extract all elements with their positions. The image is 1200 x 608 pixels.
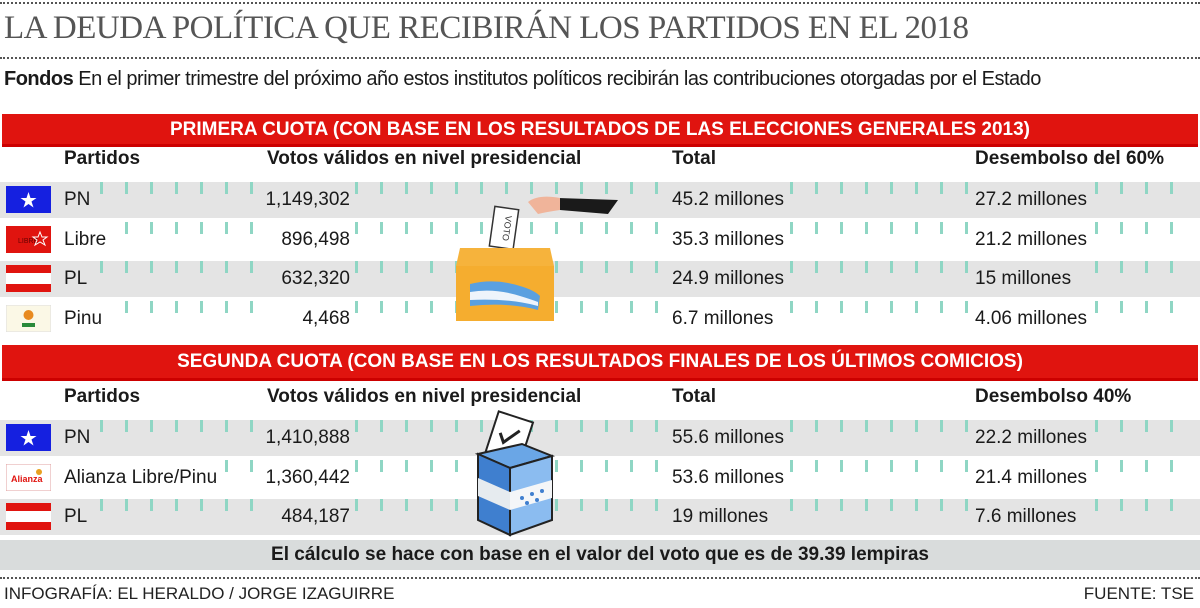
table-row: Pinu 4,468 6.7 millones 4.06 millones [0,300,1200,337]
page-title: LA DEUDA POLÍTICA QUE RECIBIRÁN LOS PART… [4,10,969,46]
dotted-leader [1095,499,1195,511]
disbursement-amount: 27.2 millones [975,182,1091,218]
alianza-logo-icon: Alianza [6,463,51,491]
dotted-leader [790,221,970,234]
dotted-leader [790,182,970,194]
column-header: Partidos [64,148,141,169]
party-name: Pinu [64,300,107,337]
party-name: Alianza Libre/Pinu [64,459,222,496]
libre-flag-icon: LIBRE [6,225,51,253]
dotted-leader [100,182,260,194]
dotted-leader [100,499,260,511]
disbursement-amount: 21.4 millones [975,459,1091,496]
column-header: Votos válidos en nivel presidencial [267,148,582,169]
valid-votes: 1,410,888 [261,420,350,456]
table-row: PN 1,410,888 55.6 millones 22.2 millones [0,420,1200,456]
dotted-leader [1095,420,1195,432]
valid-votes: 1,360,442 [261,459,350,496]
dotted-leader [100,221,260,234]
total-amount: 53.6 millones [672,459,788,496]
credit: INFOGRAFÍA: EL HERALDO / JORGE IZAGUIRRE [4,584,395,603]
dotted-leader [790,261,970,273]
valid-votes: 1,149,302 [261,182,350,218]
valid-votes: 484,187 [277,499,350,535]
table-row: PL 632,320 24.9 millones 15 millones [0,261,1200,297]
column-header: Desembolso 40% [975,386,1132,407]
total-amount: 55.6 millones [672,420,788,456]
column-header: Total [672,386,716,407]
ballot-box-illustration-2 [474,410,556,537]
subtitle: Fondos En el primer trimestre del próxim… [4,68,1041,91]
column-header: Votos válidos en nivel presidencial [267,386,582,407]
disbursement-amount: 22.2 millones [975,420,1091,456]
valid-votes: 632,320 [277,261,350,297]
pl-flag-icon [6,265,51,292]
svg-text:Alianza: Alianza [11,474,44,484]
dotted-leader [790,420,970,432]
party-name: PN [64,182,95,218]
table-row: Alianza Alianza Libre/Pinu 1,360,442 53.6 m… [0,459,1200,496]
calculation-note: El cálculo se hace con base en el valor … [0,540,1200,570]
column-header: Desembolso del 60% [975,148,1165,169]
divider [0,57,1200,59]
disbursement-amount: 21.2 millones [975,221,1091,258]
svg-text:LIBRE: LIBRE [18,238,39,245]
pn-flag-icon [6,186,51,213]
total-amount: 24.9 millones [672,261,788,297]
pn-flag-icon [6,424,51,451]
divider [0,2,1200,4]
party-name: PL [64,261,92,297]
valid-votes: 896,498 [277,221,350,258]
column-header: Total [672,148,716,169]
section-heading-primera: PRIMERA CUOTA (CON BASE EN LOS RESULTADO… [2,114,1198,147]
disbursement-amount: 7.6 millones [975,499,1081,535]
party-name: PL [64,499,92,535]
disbursement-amount: 4.06 millones [975,300,1091,337]
disbursement-amount: 15 millones [975,261,1076,297]
pl-flag-icon [6,503,51,530]
dotted-leader [1095,182,1195,194]
dotted-leader [790,300,970,313]
ballot-text: VOTO [500,215,513,241]
source: FUENTE: TSE [1083,584,1194,603]
dotted-leader [100,420,260,432]
dotted-leader [100,300,260,313]
dotted-leader [1095,261,1195,273]
pinu-logo-icon [6,304,51,332]
column-header: Partidos [64,386,141,407]
table-row: PL 484,187 19 millones 7.6 millones [0,499,1200,535]
dotted-leader [1095,221,1195,234]
valid-votes: 4,468 [298,300,350,337]
table-header: Partidos Votos válidos en nivel presidenc… [0,386,1200,414]
party-name: PN [64,420,95,456]
total-amount: 19 millones [672,499,773,535]
total-amount: 6.7 millones [672,300,778,337]
dotted-leader [790,499,970,511]
subtitle-text: En el primer trimestre del próximo año e… [78,68,1041,90]
table-header: Partidos Votos válidos en nivel presidenc… [0,148,1200,176]
party-name: Libre [64,221,111,258]
total-amount: 35.3 millones [672,221,788,258]
dotted-leader [100,261,260,273]
dotted-leader [1095,300,1195,313]
dotted-leader [1095,459,1195,472]
ballot-box-illustration: VOTO [456,196,618,321]
dotted-leader [790,459,970,472]
total-amount: 45.2 millones [672,182,788,218]
table-row: PN 1,149,302 45.2 millones 27.2 millones [0,182,1200,218]
subtitle-label: Fondos [4,68,74,90]
divider [0,577,1200,579]
dotted-leader [355,182,665,194]
section-heading-segunda: SEGUNDA CUOTA (CON BASE EN LOS RESULTADO… [2,345,1198,381]
